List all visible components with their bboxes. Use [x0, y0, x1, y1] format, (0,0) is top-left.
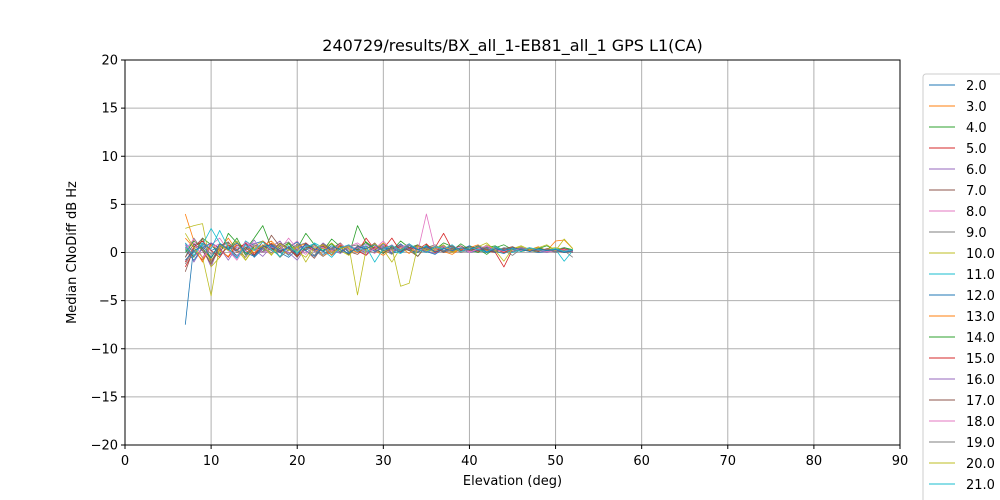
- series-line-20.0: [184, 233, 574, 297]
- plot-area-frame: [124, 59, 901, 446]
- legend-item: 9.0: [929, 226, 987, 241]
- legend-label: 19.0: [966, 436, 995, 451]
- x-tick-label: 20: [289, 454, 306, 469]
- legend-label: 20.0: [966, 457, 995, 472]
- legend-item: 8.0: [929, 205, 987, 220]
- series-lines: [184, 213, 574, 325]
- x-tick-label: 0: [121, 454, 129, 469]
- x-tick-label: 40: [461, 454, 478, 469]
- legend-label: 5.0: [966, 142, 987, 157]
- legend-label: 9.0: [966, 226, 987, 241]
- chart-title: 240729/results/BX_all_1-EB81_all_1 GPS L…: [322, 36, 702, 56]
- legend-label: 4.0: [966, 121, 987, 136]
- y-tick-label: −15: [91, 390, 118, 405]
- legend-label: 21.0: [966, 478, 995, 493]
- x-tick-label: 60: [633, 454, 650, 469]
- legend-frame: [922, 73, 1000, 500]
- y-tick-label: 20: [101, 54, 118, 69]
- legend-item: 7.0: [929, 184, 987, 199]
- legend-item: 20.0: [929, 457, 995, 472]
- y-tick-label: 0: [110, 246, 118, 261]
- legend-label: 12.0: [966, 289, 995, 304]
- legend-item: 12.0: [929, 289, 995, 304]
- x-tick-label: 80: [806, 454, 823, 469]
- x-tick-label: 90: [892, 454, 909, 469]
- legend-label: 14.0: [966, 331, 995, 346]
- legend-items: 2.0 3.0 4.0 5.0 6.0 7.0 8.0 9.0 10.0 11.0 12.0 13.0…: [929, 79, 995, 500]
- legend-item: 4.0: [929, 121, 987, 136]
- x-tick-label: 50: [547, 454, 564, 469]
- y-tick-label: −10: [91, 342, 118, 357]
- legend-item: 18.0: [929, 415, 995, 430]
- legend-item: 15.0: [929, 352, 995, 367]
- legend-item: 11.0: [929, 268, 995, 283]
- x-axis-ticks: 0 10 20 30 40 50 60 70 80 90: [121, 445, 908, 469]
- y-tick-label: 10: [101, 150, 118, 165]
- legend-item: 13.0: [929, 310, 995, 325]
- y-tick-label: −20: [91, 439, 118, 454]
- legend-label: 15.0: [966, 352, 995, 367]
- legend-item: 19.0: [929, 436, 995, 451]
- legend-item: 2.0: [929, 79, 987, 94]
- legend-label: 10.0: [966, 247, 995, 262]
- legend-item: 14.0: [929, 331, 995, 346]
- series-line-22.0: [185, 242, 573, 261]
- legend-item: 3.0: [929, 100, 987, 115]
- series-line-21.0: [185, 229, 573, 263]
- legend: 2.0 3.0 4.0 5.0 6.0 7.0 8.0 9.0 10.0 11.0 12.0 13.0…: [922, 73, 1000, 500]
- legend-item: 21.0: [929, 478, 995, 493]
- y-axis-ticks: −20 −15 −10 −5 0 5 10 15 20: [91, 54, 125, 454]
- legend-label: 18.0: [966, 415, 995, 430]
- y-tick-label: −5: [99, 294, 118, 309]
- legend-item: 10.0: [929, 247, 995, 262]
- x-tick-label: 30: [375, 454, 392, 469]
- x-tick-label: 10: [203, 454, 220, 469]
- legend-label: 17.0: [966, 394, 995, 409]
- y-tick-label: 15: [101, 102, 118, 117]
- legend-label: 2.0: [966, 79, 987, 94]
- y-tick-label: 5: [110, 198, 118, 213]
- legend-item: 5.0: [929, 142, 987, 157]
- x-axis-label: Elevation (deg): [463, 474, 562, 489]
- legend-label: 7.0: [966, 184, 987, 199]
- legend-item: 16.0: [929, 373, 995, 388]
- legend-item: 6.0: [929, 163, 987, 178]
- legend-label: 8.0: [966, 205, 987, 220]
- y-axis-label: Median CNoDiff dB Hz: [65, 181, 80, 324]
- x-tick-label: 70: [720, 454, 737, 469]
- legend-label: 13.0: [966, 310, 995, 325]
- legend-label: 11.0: [966, 268, 995, 283]
- legend-item: 17.0: [929, 394, 995, 409]
- legend-label: 6.0: [966, 163, 987, 178]
- legend-label: 3.0: [966, 100, 987, 115]
- series-line-16.0: [184, 239, 573, 261]
- legend-label: 16.0: [966, 373, 995, 388]
